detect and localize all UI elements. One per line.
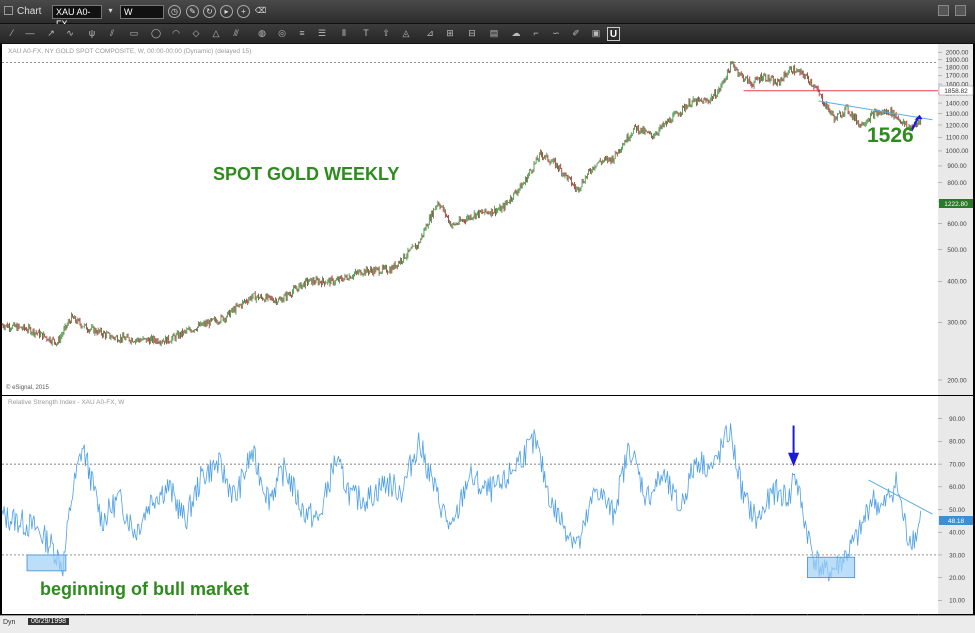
arc-tool-icon[interactable]: ◠ [172, 28, 180, 38]
rectangle-tool-icon[interactable]: ▭ [129, 28, 139, 38]
high-price-label: 1858.82 [944, 88, 968, 95]
drawing-toolbar: ⁄ — ↗ ∿ ψ ⫽ ▭ ◯ ◠ ◇ △ ⫻ ◍ ◎ ≡ ☰ ⦀ T ⇧ ◬ … [0, 24, 975, 44]
price-tick-label: 1800.00 [946, 65, 969, 72]
price-trendline [818, 100, 933, 121]
grid-tool-icon[interactable]: ⊞ [446, 28, 454, 38]
brush-tool-icon[interactable]: ✐ [572, 28, 580, 38]
price-axis [938, 44, 973, 395]
price-tick-label: 300.00 [947, 320, 967, 327]
diamond-tool-icon[interactable]: ◇ [192, 28, 200, 38]
curve-tool-icon[interactable]: ∽ [552, 28, 560, 38]
comment-tool-icon[interactable]: ▣ [591, 28, 601, 38]
rsi-tick-label: 60.00 [949, 484, 965, 491]
rsi-tick-label: 70.00 [949, 461, 965, 468]
rsi-tick-label: 90.00 [949, 416, 965, 423]
rsi-tick-label: 30.00 [949, 552, 965, 559]
start-date-label: 06/29/1998 [28, 618, 70, 625]
table-tool-icon[interactable]: ▤ [489, 28, 499, 38]
pencil-icon[interactable]: ✎ [186, 5, 199, 18]
gann-tool-icon[interactable]: ⊿ [426, 28, 434, 38]
ray-tool-icon[interactable]: ↗ [47, 28, 55, 38]
clock-icon[interactable]: ◷ [168, 5, 181, 18]
rsi-arrow-head [788, 452, 800, 467]
ellipse-tool-icon[interactable]: ◯ [150, 28, 162, 38]
spot-gold-weekly-annotation: SPOT GOLD WEEKLY [213, 164, 400, 184]
circle-target-icon[interactable]: ◎ [278, 28, 286, 38]
dyn-label: Dyn [3, 619, 16, 626]
price-tick-label: 1200.00 [946, 122, 969, 129]
fib-tool-icon[interactable]: ≡ [299, 28, 305, 38]
chart-titlebar: Chart XAU A0-FX ▾ W ◷ ✎ ↻ ▸ + ⌫ [0, 0, 975, 29]
price-tick-label: 1300.00 [946, 111, 969, 118]
fill-tool-icon[interactable]: ◬ [402, 28, 410, 38]
trendchannel-tool-icon[interactable]: ⫽ [109, 28, 114, 38]
u-logo-icon[interactable]: U [607, 27, 620, 41]
rsi-tick-label: 50.00 [949, 507, 965, 514]
rsi-pane-header: Relative Strength Index - XAU A0-FX, W [8, 399, 125, 406]
rsi-oversold-box-2013 [807, 556, 856, 579]
play-icon[interactable]: ▸ [220, 5, 233, 18]
fan-tool-icon[interactable]: ⫻ [233, 28, 239, 38]
rsi-tick-label: 80.00 [949, 439, 965, 446]
zigzag-tool-icon[interactable]: ∿ [66, 28, 74, 38]
rsi-trendline [868, 479, 933, 515]
plus-icon[interactable]: + [237, 5, 250, 18]
price-pane-header: XAU A0-FX, NY GOLD SPOT COMPOSITE, W, 00… [8, 48, 251, 55]
rsi-line [1, 423, 922, 582]
window-checkbox[interactable] [4, 6, 13, 15]
pitchfork-tool-icon[interactable]: ψ [88, 28, 96, 38]
rsi-tick-label: 40.00 [949, 530, 965, 537]
price-tick-label: 1900.00 [946, 57, 969, 64]
price-tick-label: 900.00 [947, 163, 967, 170]
price-tick-label: 800.00 [947, 180, 967, 187]
triangle-tool-icon[interactable]: △ [212, 28, 220, 38]
last-price-label: 1222.80 [944, 201, 968, 208]
cloud-tool-icon[interactable]: ☁ [511, 28, 521, 38]
price-tick-label: 200.00 [947, 377, 967, 384]
rsi-tick-label: 20.00 [949, 575, 965, 582]
price-arrow-head [914, 114, 923, 120]
price-tick-label: 1400.00 [946, 100, 969, 107]
price-tick-label: 500.00 [947, 247, 967, 254]
level-1526-annotation: 1526 [867, 124, 914, 147]
refresh-icon[interactable]: ↻ [203, 5, 216, 18]
rsi-oversold-box-2000 [26, 554, 67, 572]
time-axis-bar: Dyn 06/29/1998 [0, 615, 975, 633]
price-tick-label: 600.00 [947, 221, 967, 228]
rsi-axis [938, 396, 973, 614]
cycle-tool-icon[interactable]: ⦀ [342, 28, 346, 38]
window-title: Chart [17, 6, 42, 17]
copyright-text: © eSignal, 2015 [6, 384, 49, 391]
interval-input[interactable]: W [120, 5, 164, 19]
price-tick-label: 1000.00 [946, 148, 969, 155]
eraser-icon[interactable]: ⌫ [254, 6, 267, 15]
spiral-tool-icon[interactable]: ◍ [258, 28, 266, 38]
line-tool-icon[interactable]: ⁄ [11, 28, 13, 38]
chevron-down-icon[interactable]: ▾ [108, 6, 113, 15]
arrow-up-tool-icon[interactable]: ⇧ [382, 28, 390, 38]
bracket-tool-icon[interactable]: ⌐ [533, 28, 539, 38]
text-tool-icon[interactable]: T [363, 28, 369, 38]
minimize-icon[interactable] [938, 5, 949, 16]
fib-ext-tool-icon[interactable]: ☰ [317, 28, 327, 38]
hline-tool-icon[interactable]: — [25, 28, 35, 38]
measure-tool-icon[interactable]: ⊟ [468, 28, 476, 38]
price-tick-label: 1100.00 [946, 135, 969, 142]
close-icon[interactable] [955, 5, 966, 16]
rsi-last-value-label: 48.18 [948, 518, 965, 525]
price-tick-label: 400.00 [947, 279, 967, 286]
rsi-tick-label: 10.00 [949, 598, 965, 605]
price-tick-label: 1700.00 [946, 73, 969, 80]
price-tick-label: 2000.00 [946, 50, 969, 57]
price-tick-label: 1600.00 [946, 81, 969, 88]
bull-market-annotation: beginning of bull market [40, 579, 250, 599]
